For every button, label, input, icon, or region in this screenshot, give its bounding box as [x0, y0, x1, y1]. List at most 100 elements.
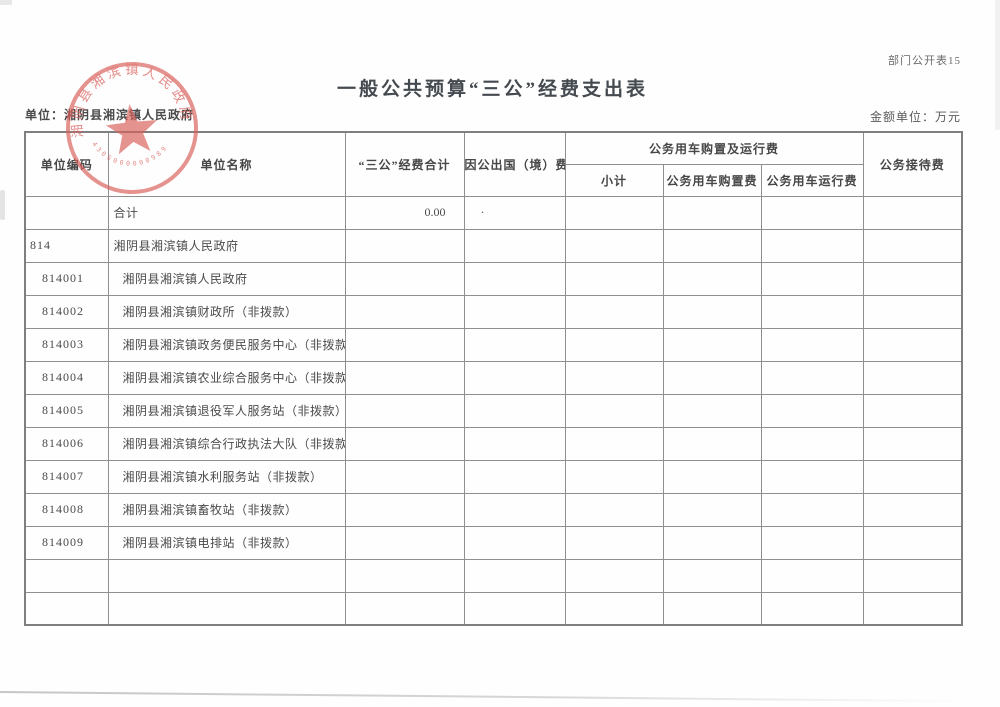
cell-vehicle-subtotal	[564, 327, 664, 362]
cell-unit-code: 814007	[24, 459, 109, 494]
cell-unit-code: 814003	[24, 327, 109, 362]
cell-unit-code	[24, 195, 109, 230]
table-row: 814008 湘阴县湘滨镇畜牧站（非拨款）	[24, 492, 963, 527]
table-row	[24, 558, 963, 593]
cell-unit-code	[24, 558, 109, 593]
cell-three-public-total	[344, 492, 465, 527]
cell-three-public-total	[344, 459, 465, 494]
cell-vehicle-operation	[760, 360, 864, 395]
cell-abroad-expense	[463, 426, 566, 461]
col-header-three-public-total: “三公”经费合计	[344, 131, 465, 197]
cell-reception	[862, 558, 963, 593]
cell-vehicle-subtotal	[564, 228, 664, 263]
cell-abroad-expense	[463, 261, 566, 296]
cell-vehicle-operation	[760, 459, 864, 494]
cell-vehicle-purchase	[662, 393, 762, 428]
col-header-vehicle-operation: 公务用车运行费	[760, 163, 864, 197]
cell-unit-name: 湘阴县湘滨镇财政所（非拨款）	[107, 294, 346, 329]
table-row: 814007 湘阴县湘滨镇水利服务站（非拨款）	[24, 459, 963, 494]
cell-unit-code: 814006	[24, 426, 109, 461]
cell-unit-code: 814004	[24, 360, 109, 395]
table-row: 814 湘阴县湘滨镇人民政府	[24, 228, 963, 263]
cell-unit-code	[24, 591, 109, 626]
cell-vehicle-purchase	[662, 360, 762, 395]
cell-vehicle-subtotal	[564, 492, 664, 527]
cell-vehicle-operation	[760, 492, 864, 527]
cell-vehicle-subtotal	[564, 525, 664, 560]
table-row: 814001 湘阴县湘滨镇人民政府	[24, 261, 963, 296]
col-header-vehicle-purchase: 公务用车购置费	[662, 163, 762, 197]
table-row: 814002 湘阴县湘滨镇财政所（非拨款）	[24, 294, 963, 329]
cell-vehicle-operation	[760, 261, 864, 296]
cell-vehicle-subtotal	[564, 195, 664, 230]
cell-reception	[862, 228, 963, 263]
col-header-vehicle-group: 公务用车购置及运行费	[564, 131, 864, 165]
col-header-vehicle-subtotal: 小计	[564, 163, 664, 197]
cell-vehicle-purchase	[662, 261, 762, 296]
cell-vehicle-operation	[760, 294, 864, 329]
cell-three-public-total	[344, 426, 465, 461]
cell-reception	[862, 591, 963, 626]
table-row: 814003 湘阴县湘滨镇政务便民服务中心（非拨款）	[24, 327, 963, 362]
table-row: 814006 湘阴县湘滨镇综合行政执法大队（非拨款）	[24, 426, 963, 461]
cell-vehicle-subtotal	[564, 426, 664, 461]
cell-unit-code: 814002	[24, 294, 109, 329]
scan-artifact-paper-edge	[0, 691, 968, 703]
three-public-expense-table: 单位编码 单位名称 “三公”经费合计 因公出国（境）费 公务用车购置及运行费 公…	[24, 131, 963, 626]
cell-reception	[862, 393, 963, 428]
cell-vehicle-purchase	[662, 228, 762, 263]
cell-three-public-total	[344, 558, 465, 593]
cell-vehicle-subtotal	[564, 360, 664, 395]
cell-unit-name: 湘阴县湘滨镇退役军人服务站（非拨款）	[107, 393, 346, 428]
cell-unit-name: 湘阴县湘滨镇畜牧站（非拨款）	[107, 492, 346, 527]
col-header-unit-code: 单位编码	[24, 131, 109, 197]
cell-unit-code: 814	[24, 228, 109, 263]
cell-three-public-total	[344, 327, 465, 362]
cell-reception	[862, 459, 963, 494]
cell-unit-code: 814001	[24, 261, 109, 296]
cell-three-public-total	[344, 525, 465, 560]
cell-reception	[862, 294, 963, 329]
col-header-abroad-expense: 因公出国（境）费	[463, 131, 566, 197]
amount-unit-label: 金额单位：万元	[869, 110, 961, 124]
cell-vehicle-operation	[760, 426, 864, 461]
cell-unit-code: 814009	[24, 525, 109, 560]
table-header: 单位编码 单位名称 “三公”经费合计 因公出国（境）费 公务用车购置及运行费 公…	[24, 131, 963, 197]
cell-three-public-total	[344, 591, 465, 626]
cell-reception	[862, 360, 963, 395]
cell-abroad-expense	[463, 393, 566, 428]
cell-vehicle-subtotal	[564, 294, 664, 329]
cell-abroad-expense	[463, 360, 566, 395]
table-row: 814009 湘阴县湘滨镇电排站（非拨款）	[24, 525, 963, 560]
cell-abroad-expense	[463, 525, 566, 560]
cell-reception	[862, 261, 963, 296]
table-row: 814004 湘阴县湘滨镇农业综合服务中心（非拨款）	[24, 360, 963, 395]
cell-vehicle-purchase	[662, 525, 762, 560]
page-title: 一般公共预算“三公”经费支出表	[336, 79, 648, 100]
cell-vehicle-purchase	[662, 591, 762, 626]
scan-artifact-left-smudge	[0, 190, 5, 220]
cell-vehicle-subtotal	[564, 591, 664, 626]
cell-abroad-expense	[463, 591, 566, 626]
cell-reception	[862, 525, 963, 560]
col-header-unit-name: 单位名称	[107, 131, 346, 197]
cell-three-public-total	[344, 228, 465, 263]
cell-unit-name	[107, 591, 346, 626]
cell-reception	[862, 492, 963, 527]
cell-vehicle-subtotal	[564, 459, 664, 494]
cell-vehicle-purchase	[662, 195, 762, 230]
cell-reception	[862, 195, 963, 230]
cell-unit-name: 湘阴县湘滨镇政务便民服务中心（非拨款）	[107, 327, 346, 362]
cell-unit-name: 湘阴县湘滨镇电排站（非拨款）	[107, 525, 346, 560]
cell-unit-code: 814008	[24, 492, 109, 527]
cell-reception	[862, 426, 963, 461]
cell-abroad-expense	[463, 327, 566, 362]
cell-unit-name: 湘阴县湘滨镇综合行政执法大队（非拨款）	[107, 426, 346, 461]
cell-three-public-total	[344, 261, 465, 296]
cell-vehicle-operation	[760, 591, 864, 626]
cell-vehicle-operation	[760, 558, 864, 593]
scan-artifact-right-edge	[995, 0, 1000, 130]
cell-abroad-expense: ·	[463, 195, 566, 230]
cell-abroad-expense	[463, 492, 566, 527]
